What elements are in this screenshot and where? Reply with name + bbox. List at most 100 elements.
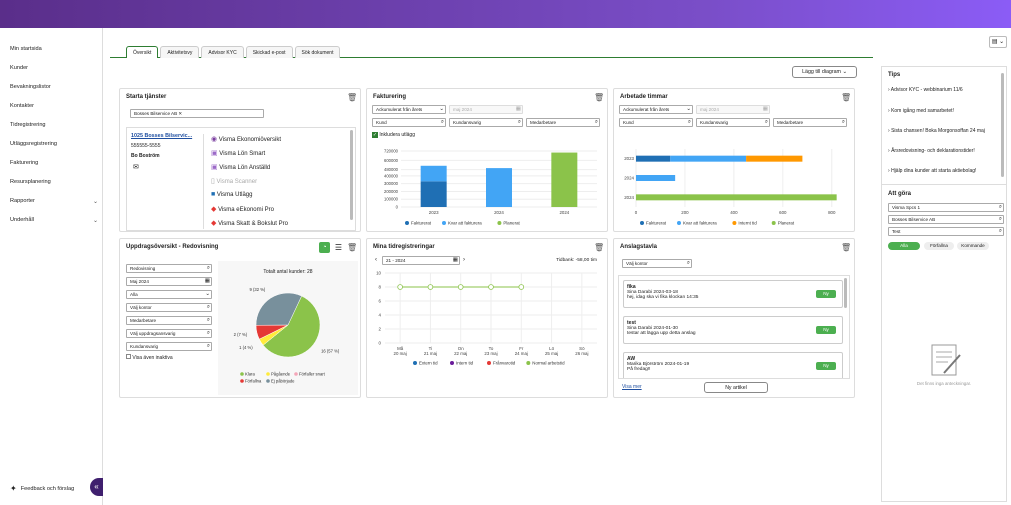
month-select[interactable]: Maj 2024 ▦ [126,277,212,286]
period-select[interactable]: Ackumulerat från årets ⌄ [372,105,446,114]
app-visma-eekonomi-pro[interactable]: ◆ Visma eEkonomi Pro [211,206,274,213]
data-point [488,284,494,290]
assignment-responsible-field[interactable]: Välj uppdragsansvarig ⌕ [126,329,212,338]
tip-link[interactable]: › Advisor KYC - webbinarium 11/6 [888,87,963,93]
bar [670,155,747,162]
new-article-button[interactable]: Ny artikel [704,382,768,393]
client-contact: Bo Boström [131,153,160,159]
app-visma-skatt-bokslut[interactable]: ◆ Visma Skatt & Bokslut Pro [211,220,288,227]
bar [420,165,447,182]
sidebar-item-underhall[interactable]: Underhåll ⌄ [10,217,98,224]
tip-link[interactable]: › Årsredovisning- och deklarationstider! [888,148,975,154]
next-week-icon[interactable]: › [463,257,465,263]
board-item[interactable]: AW Marika Björström 2024-01-19 På fredag… [623,352,843,378]
x-tick-label: 2024 [494,210,504,215]
trash-icon[interactable]: 🗑 [594,93,605,102]
data-point [427,284,434,290]
tab-advisor-kyc[interactable]: Advisor KYC [201,46,244,58]
show-inactive-checkbox[interactable]: Visa även inaktiva [126,354,173,361]
trash-icon[interactable]: 🗑 [347,243,358,252]
tip-link[interactable]: › Sista chansen! Boka Morgonsoffan 24 ma… [888,128,985,134]
tip-link[interactable]: › Kom igång med samarbetet! [888,108,954,114]
app-visma-ekonomioversikt[interactable]: ◉ Visma Ekonomiöversikt [211,136,282,143]
tab-skickad-epost[interactable]: Skickad e-post [245,46,293,58]
sidebar-item-tidregistrering[interactable]: Tidregistrering [10,122,46,128]
mail-icon[interactable]: ✉ [133,164,139,171]
customer-field[interactable]: Kund ⌕ [619,118,693,127]
tip-link[interactable]: › Hjälp dina kunder att starta aktiebola… [888,168,977,174]
trash-icon[interactable]: 🗑 [841,243,852,252]
invoicing-title: Fakturering [373,94,407,100]
week-field[interactable]: 21 - 2024 ▦ [382,256,460,265]
collapse-sidebar-button[interactable]: « [90,478,103,496]
tab-sok-dokument[interactable]: Sök dokument [294,46,341,58]
trash-icon[interactable]: 🗑 [841,93,852,102]
include-expenses-checkbox[interactable]: ✓ Inkludera utlägg [372,132,415,138]
employee-field[interactable]: Medarbetare ⌕ [526,118,600,127]
customer-responsible-field[interactable]: Kundansvarig ⌕ [696,118,770,127]
status-select[interactable]: Alla ⌄ [126,290,212,299]
date-field[interactable]: maj 2024 ▦ [696,105,770,114]
todo-filter-field[interactable]: Visma Spcs 1 ⌕ [888,203,1004,212]
scrollbar[interactable] [1001,73,1004,177]
x-tick-label: 200 [681,210,689,215]
date-field[interactable]: maj 2024 ▦ [449,105,523,114]
scrollbar[interactable] [350,130,353,220]
todo-filter-field[interactable]: Test ⌕ [888,227,1004,236]
client-link[interactable]: 1025 Bosses Bilservic... [131,133,193,139]
trash-icon[interactable]: 🗑 [347,93,358,102]
sidebar-item-kontakter[interactable]: Kontakter [10,103,34,109]
tab-aktivitetsvy[interactable]: Aktivitetsvy [160,46,200,58]
board-card: Anslagstavla 🗑 Välj kontor ⌕ fika Sina Da… [613,238,855,398]
app-visma-lon-smart[interactable]: ▣ Visma Lön Smart [211,150,266,157]
pie-data-label: 9 (32 %) [250,287,266,292]
y-tick-label: 480000 [384,167,399,172]
legend-marker [497,221,502,225]
app-icon: ◆ [211,206,217,213]
customer-field[interactable]: Kund ⌕ [372,118,446,127]
office-field[interactable]: Välj kontor ⌕ [126,303,212,312]
sidebar-item-resursplanering[interactable]: Resursplanering [10,179,51,185]
tab-oversikt[interactable]: Översikt [126,46,159,58]
feedback-link[interactable]: ✦ Feedback och förslag [10,484,75,493]
sidebar-item-min-startsida[interactable]: Min startsida [10,46,42,52]
trash-icon[interactable]: 🗑 [594,243,605,252]
legend-label: Fakturerat [646,221,667,226]
x-tick-label: 21 maj [424,351,437,356]
sidebar-item-kunder[interactable]: Kunder [10,65,29,71]
bar [636,194,837,201]
employee-field[interactable]: Medarbetare ⌕ [126,316,212,325]
filter-upcoming[interactable]: Kommande [957,242,989,250]
customer-responsible-field[interactable]: Kundansvarig ⌕ [449,118,523,127]
legend-marker [732,221,737,225]
list-view-icon[interactable]: ☰ [334,243,342,252]
employee-field[interactable]: Medarbetare ⌕ [773,118,847,127]
board-item[interactable]: test Sina Darabi 2024-01-30 testar att l… [623,316,843,344]
sidebar-item-rapporter[interactable]: Rapporter ⌄ [10,198,98,205]
sidebar-item-bevakningslistor[interactable]: Bevakningslistor [10,84,51,90]
layout-settings-icon[interactable]: ▤ ⌄ [989,36,1007,48]
prev-week-icon[interactable]: ‹ [375,257,377,263]
data-point [518,284,525,290]
type-select[interactable]: Redovisning ⌕ [126,264,212,273]
chevron-down-icon: ⌄ [92,199,98,205]
add-chart-button[interactable]: Lägg till diagram ⌄ [792,66,857,78]
legend-marker [487,361,491,365]
filter-overdue[interactable]: Förfallna [924,242,954,250]
show-more-link[interactable]: Visa mer [622,384,642,390]
client-filter-input[interactable]: Bosses Bilservice AB ✕ [130,109,264,118]
sidebar-item-fakturering[interactable]: Fakturering [10,160,39,166]
board-item[interactable]: fika Sina Darabi 2024-03-18 hej, idag sk… [623,280,843,308]
todo-customer-field[interactable]: Bosses Bilservice AB ⌕ [888,215,1004,224]
app-visma-lon-anstalld[interactable]: ▣ Visma Lön Anställd [211,164,271,171]
time-title: Mina tidregistreringar [373,244,435,250]
app-visma-utlagg[interactable]: ■ Visma Utlägg [211,191,253,198]
sidebar-item-utlaggsregistrering[interactable]: Utläggsregistrering [10,141,57,147]
period-select[interactable]: Ackumulerat från årets ⌄ [619,105,693,114]
scrollbar[interactable] [844,278,847,308]
office-field[interactable]: Välj kontor ⌕ [622,259,692,268]
filter-all[interactable]: Alla [888,242,920,250]
pie-view-icon[interactable]: ◔ [319,242,330,253]
app-visma-scanner[interactable]: ▯ Visma Scanner [211,178,258,185]
customer-responsible-field[interactable]: Kundansvarig ⌕ [126,342,212,351]
